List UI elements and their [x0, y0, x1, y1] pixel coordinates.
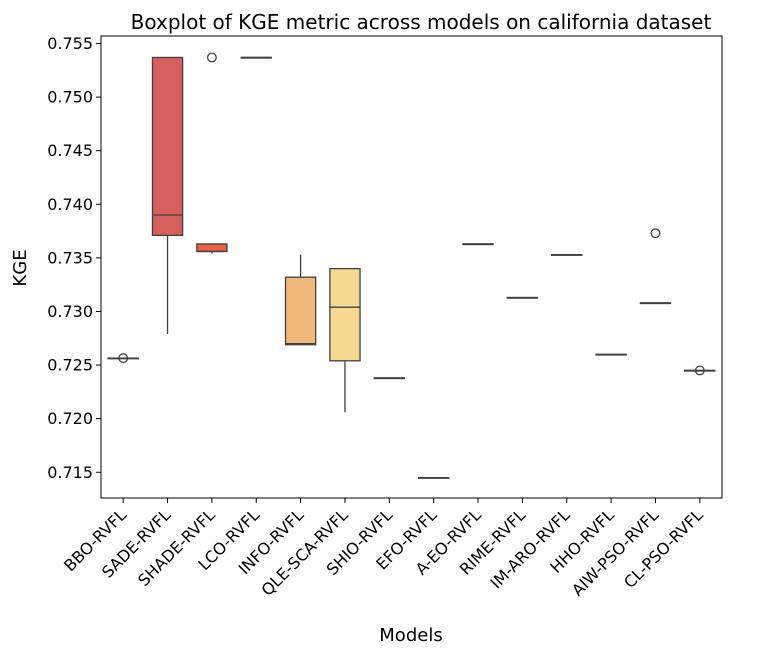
- box-group-hho-rvfl: [595, 353, 627, 356]
- box-iqr: [196, 243, 228, 253]
- box-iqr: [151, 56, 184, 237]
- y-tick-label: 0.730: [47, 302, 93, 321]
- y-tick-label: 0.735: [47, 248, 93, 267]
- chart-title: Boxplot of KGE metric across models on c…: [131, 10, 712, 34]
- plot-frame: [100, 35, 723, 499]
- box-group-sade-rvfl: [151, 56, 184, 334]
- box-group-a-eo-rvfl: [462, 243, 494, 246]
- box-group-shade-rvfl: [196, 52, 228, 254]
- box-group-im-aro-rvfl: [551, 254, 583, 256]
- y-tick-label: 0.725: [47, 356, 93, 375]
- outlier-point: [650, 228, 661, 239]
- box-iqr: [329, 267, 361, 362]
- x-tick-label: CL-PSO-RVFL: [620, 505, 707, 592]
- box-group-lco-rvfl: [240, 56, 272, 59]
- box-group-rime-rvfl: [506, 296, 539, 299]
- y-tick-label: 0.720: [47, 409, 93, 428]
- plot-area: [100, 35, 723, 499]
- y-axis: 0.715 0.720 0.725 0.730 0.735 0.740 0.745 0.750…: [47, 34, 101, 482]
- box-group-efo-rvfl: [417, 476, 450, 479]
- x-axis: BBO-RVFLSADE-RVFLSHADE-RVFLLCO-RVFLINFO-…: [60, 498, 707, 600]
- outlier-point: [206, 52, 217, 63]
- outlier-point: [118, 353, 129, 364]
- y-tick-label: 0.740: [47, 195, 93, 214]
- box-group-cl-pso-rvfl: [684, 365, 716, 376]
- y-axis-title: KGE: [10, 249, 31, 286]
- y-tick-label: 0.745: [47, 141, 93, 160]
- box-group-shio-rvfl: [373, 377, 406, 380]
- box-group-info-rvfl: [284, 254, 317, 346]
- y-tick-label: 0.715: [47, 463, 93, 482]
- box-group-qle-sca-rvfl: [329, 267, 361, 413]
- box-iqr: [284, 276, 317, 346]
- box-group-aiw-pso-rvfl: [639, 228, 672, 305]
- y-tick-label: 0.755: [47, 34, 93, 53]
- outlier-point: [694, 365, 705, 376]
- y-tick-label: 0.750: [47, 88, 93, 107]
- box-group-bbo-rvfl: [107, 353, 139, 364]
- x-axis-title: Models: [379, 625, 442, 646]
